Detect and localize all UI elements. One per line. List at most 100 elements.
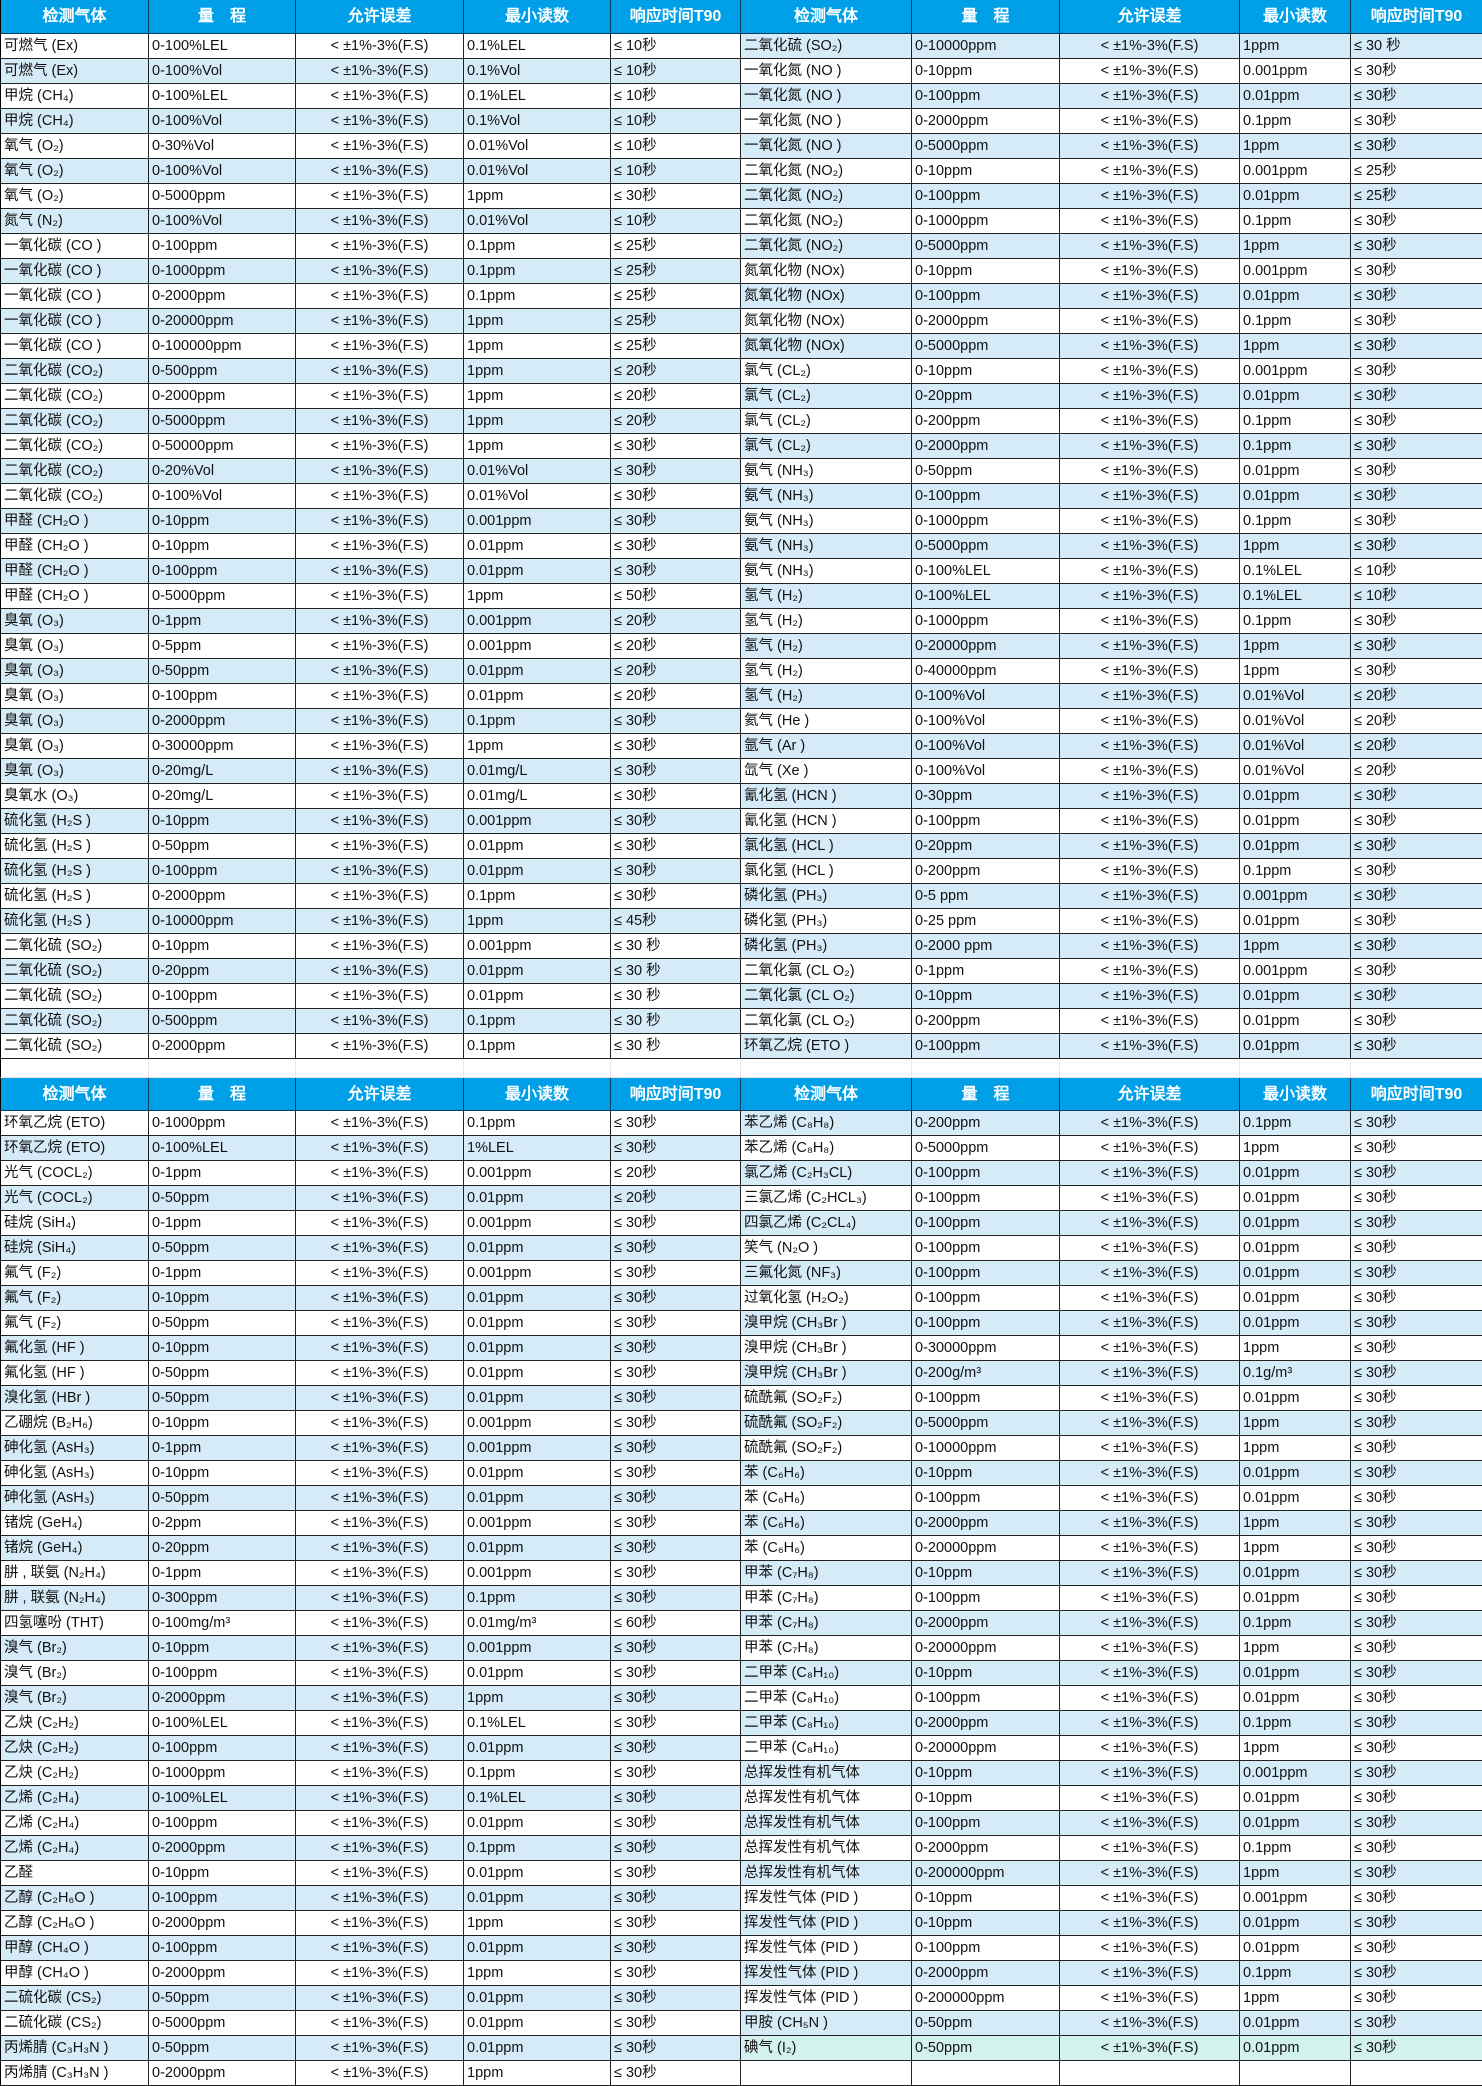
range-cell: 0-50000ppm — [149, 434, 296, 459]
min-reading-cell: 0.01ppm — [464, 859, 611, 884]
response-time-cell: ≤ 30秒 — [1351, 1386, 1482, 1411]
min-reading-cell: 0.001ppm — [1240, 159, 1351, 184]
response-time-cell: ≤ 30秒 — [611, 834, 741, 859]
gas-name-cell: 二氧化硫 (SO₂) — [741, 34, 912, 59]
error-cell: < ±1%-3%(F.S) — [296, 1861, 464, 1886]
gas-name-cell: 氦气 (He ) — [741, 709, 912, 734]
gas-name-cell: 甲烷 (CH₄) — [1, 109, 149, 134]
error-cell: < ±1%-3%(F.S) — [296, 1636, 464, 1661]
empty-cell — [912, 1059, 1060, 1077]
error-cell: < ±1%-3%(F.S) — [1060, 1411, 1240, 1436]
min-reading-cell: 0.1ppm — [1240, 509, 1351, 534]
error-cell: < ±1%-3%(F.S) — [296, 1661, 464, 1686]
min-reading-cell: 1ppm — [1240, 1861, 1351, 1886]
error-cell: < ±1%-3%(F.S) — [296, 1211, 464, 1236]
range-cell: 0-100%Vol — [912, 759, 1060, 784]
gas-name-cell: 三氯乙烯 (C₂HCL₃) — [741, 1186, 912, 1211]
min-reading-cell: 0.01%Vol — [464, 134, 611, 159]
response-time-cell: ≤ 45秒 — [611, 909, 741, 934]
min-reading-cell: 1ppm — [1240, 1136, 1351, 1161]
response-time-cell: ≤ 25秒 — [611, 309, 741, 334]
section-gap — [0, 1059, 1482, 1078]
range-cell: 0-10ppm — [149, 809, 296, 834]
gas-name-cell: 氯气 (CL₂) — [741, 434, 912, 459]
min-reading-cell: 0.01ppm — [464, 1811, 611, 1836]
error-cell: < ±1%-3%(F.S) — [1060, 809, 1240, 834]
gas-name-cell: 三氟化氮 (NF₃) — [741, 1261, 912, 1286]
error-cell: < ±1%-3%(F.S) — [1060, 1461, 1240, 1486]
gas-name-cell: 二氧化硫 (SO₂) — [1, 934, 149, 959]
gas-name-cell: 硅烷 (SiH₄) — [1, 1236, 149, 1261]
response-time-cell: ≤ 30秒 — [1351, 634, 1482, 659]
header-gas-name: 检测气体 — [1, 1078, 149, 1111]
min-reading-cell: 0.001ppm — [464, 809, 611, 834]
min-reading-cell: 0.01ppm — [1240, 184, 1351, 209]
min-reading-cell: 1ppm — [1240, 1411, 1351, 1436]
response-time-cell: ≤ 25秒 — [1351, 159, 1482, 184]
response-time-cell: ≤ 30秒 — [1351, 1236, 1482, 1261]
min-reading-cell: 0.01ppm — [464, 1886, 611, 1911]
header-response-time: 响应时间T90 — [611, 1078, 741, 1111]
min-reading-cell: 1ppm — [464, 384, 611, 409]
range-cell: 0-100000ppm — [149, 334, 296, 359]
response-time-cell: ≤ 30秒 — [611, 1911, 741, 1936]
range-cell: 0-50ppm — [912, 2036, 1060, 2061]
gas-name-cell: 甲苯 (C₇H₈) — [741, 1586, 912, 1611]
response-time-cell: ≤ 30秒 — [1351, 509, 1482, 534]
min-reading-cell: 0.01ppm — [464, 1461, 611, 1486]
range-cell: 0-10ppm — [912, 1886, 1060, 1911]
response-time-cell: ≤ 30秒 — [1351, 1911, 1482, 1936]
range-cell: 0-50ppm — [149, 834, 296, 859]
response-time-cell: ≤ 30秒 — [1351, 1611, 1482, 1636]
gas-name-cell: 一氧化碳 (CO ) — [1, 284, 149, 309]
range-cell: 0-100ppm — [149, 1811, 296, 1836]
error-cell: < ±1%-3%(F.S) — [296, 784, 464, 809]
gas-name-cell: 氨气 (NH₃) — [741, 484, 912, 509]
header-error: 允许误差 — [1060, 1078, 1240, 1111]
gas-name-cell: 二氧化碳 (CO₂) — [1, 359, 149, 384]
error-cell: < ±1%-3%(F.S) — [1060, 534, 1240, 559]
gas-name-cell: 硫化氢 (H₂S ) — [1, 809, 149, 834]
response-time-cell: ≤ 30秒 — [1351, 1211, 1482, 1236]
min-reading-cell: 0.01ppm — [464, 984, 611, 1009]
response-time-cell: ≤ 30秒 — [1351, 334, 1482, 359]
error-cell: < ±1%-3%(F.S) — [296, 1836, 464, 1861]
range-cell: 0-2000ppm — [912, 1836, 1060, 1861]
range-cell: 0-10ppm — [912, 984, 1060, 1009]
min-reading-cell: 0.1ppm — [1240, 1111, 1351, 1136]
range-cell: 0-10ppm — [912, 1661, 1060, 1686]
range-cell: 0-20000ppm — [912, 634, 1060, 659]
range-cell: 0-1000ppm — [149, 1111, 296, 1136]
min-reading-cell: 0.1ppm — [464, 284, 611, 309]
response-time-cell: ≤ 20秒 — [611, 1186, 741, 1211]
gas-name-cell: 溴化氢 (HBr ) — [1, 1386, 149, 1411]
error-cell: < ±1%-3%(F.S) — [1060, 459, 1240, 484]
range-cell: 0-100ppm — [912, 1936, 1060, 1961]
min-reading-cell: 0.01ppm — [464, 1286, 611, 1311]
response-time-cell: ≤ 30秒 — [611, 1111, 741, 1136]
response-time-cell: ≤ 20秒 — [611, 384, 741, 409]
gas-name-cell: 氙气 (Xe ) — [741, 759, 912, 784]
range-cell: 0-10ppm — [149, 1411, 296, 1436]
range-cell: 0-20ppm — [912, 384, 1060, 409]
min-reading-cell: 1%LEL — [464, 1136, 611, 1161]
response-time-cell: ≤ 10秒 — [1351, 559, 1482, 584]
response-time-cell: ≤ 30秒 — [1351, 834, 1482, 859]
min-reading-cell: 0.1ppm — [464, 709, 611, 734]
min-reading-cell: 0.001ppm — [1240, 359, 1351, 384]
min-reading-cell: 0.1%LEL — [464, 84, 611, 109]
error-cell: < ±1%-3%(F.S) — [296, 84, 464, 109]
response-time-cell: ≤ 10秒 — [611, 109, 741, 134]
min-reading-cell: 0.001ppm — [1240, 59, 1351, 84]
min-reading-cell: 1ppm — [1240, 134, 1351, 159]
response-time-cell: ≤ 30秒 — [1351, 1786, 1482, 1811]
response-time-cell: ≤ 30秒 — [611, 859, 741, 884]
gas-name-cell: 碘气 (I₂) — [741, 2036, 912, 2061]
min-reading-cell: 0.001ppm — [464, 609, 611, 634]
gas-name-cell: 臭氧 (O₃) — [1, 734, 149, 759]
response-time-cell: ≤ 30秒 — [1351, 1736, 1482, 1761]
min-reading-cell: 0.01ppm — [1240, 1211, 1351, 1236]
gas-name-cell: 过氧化氢 (H₂O₂) — [741, 1286, 912, 1311]
gas-name-cell: 环氧乙烷 (ETO) — [1, 1111, 149, 1136]
min-reading-cell: 1ppm — [464, 359, 611, 384]
